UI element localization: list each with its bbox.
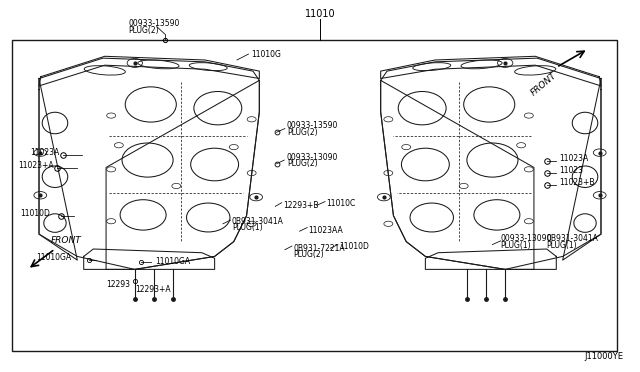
Text: 0B931-3041A: 0B931-3041A [232, 217, 284, 226]
Text: 00933-13090: 00933-13090 [500, 234, 552, 243]
Text: 11023: 11023 [559, 166, 584, 175]
Text: FRONT: FRONT [529, 71, 559, 98]
Text: PLUG(1): PLUG(1) [232, 223, 262, 232]
Text: 11010D: 11010D [20, 209, 50, 218]
Text: PLUG(1): PLUG(1) [547, 241, 577, 250]
Text: 11023AA: 11023AA [308, 226, 343, 235]
Text: 11010GA: 11010GA [36, 253, 71, 262]
Text: 12293+A: 12293+A [135, 285, 170, 294]
Text: 0B931-3041A: 0B931-3041A [547, 234, 598, 243]
Text: 11010D: 11010D [339, 241, 369, 250]
Text: 11023+A: 11023+A [18, 161, 54, 170]
Bar [12, 39, 617, 351]
Text: 12293+B: 12293+B [283, 201, 319, 210]
Text: 00933-13590: 00933-13590 [129, 19, 180, 28]
Text: J11000YE: J11000YE [584, 352, 623, 361]
Text: 0B931-7221A: 0B931-7221A [293, 244, 345, 253]
Text: 11010: 11010 [305, 9, 335, 19]
Text: 00933-13590: 00933-13590 [287, 121, 338, 130]
Text: 12293: 12293 [106, 280, 130, 289]
Text: FRONT: FRONT [51, 236, 81, 245]
Text: 11010GA: 11010GA [156, 257, 190, 266]
Text: PLUG(2): PLUG(2) [129, 26, 159, 35]
Text: 11023A: 11023A [30, 148, 60, 157]
Text: 00933-13090: 00933-13090 [287, 153, 338, 161]
Text: 11023+B: 11023+B [559, 178, 595, 187]
Text: PLUG(2): PLUG(2) [287, 128, 317, 137]
Text: PLUG(1): PLUG(1) [500, 241, 531, 250]
Text: PLUG(2): PLUG(2) [293, 250, 324, 259]
Text: PLUG(2): PLUG(2) [287, 159, 317, 168]
Text: 11010G: 11010G [251, 50, 281, 59]
Text: 11010C: 11010C [326, 199, 356, 208]
Text: 11023A: 11023A [559, 154, 589, 163]
